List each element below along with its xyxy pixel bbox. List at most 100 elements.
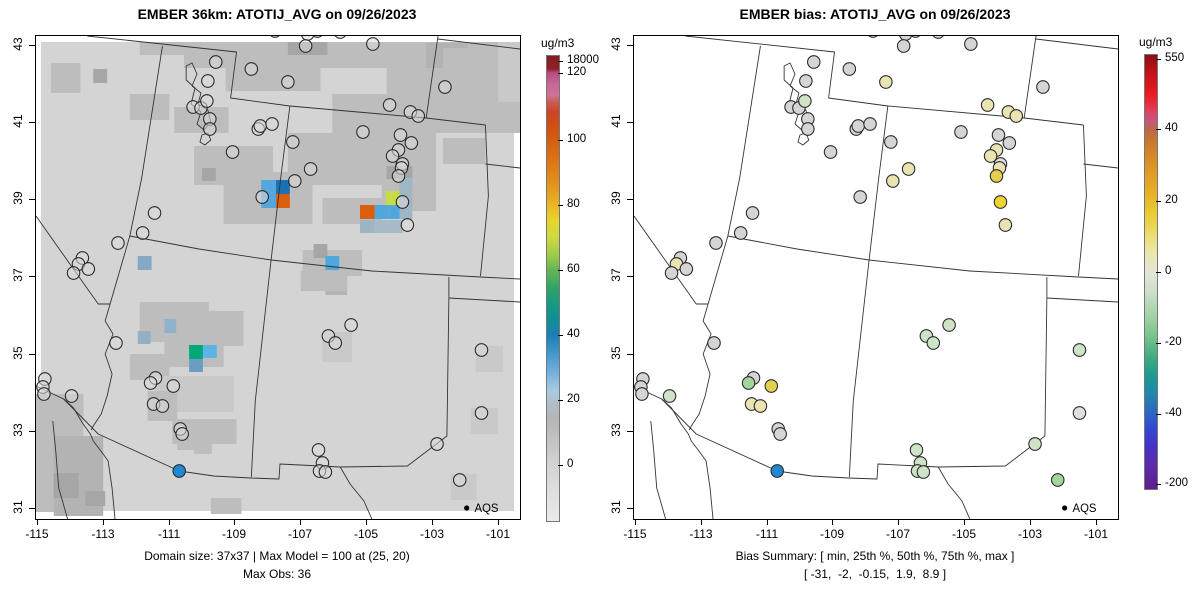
aqs-station-marker	[37, 387, 51, 401]
y-axis-tick	[29, 122, 35, 123]
model-colorbar-tick-label: 80	[567, 198, 580, 210]
x-axis-tick	[169, 519, 170, 525]
aqs-station-marker	[635, 387, 649, 401]
y-axis-tick	[627, 431, 633, 432]
y-axis-label: 39	[11, 191, 25, 205]
x-axis-label: -107	[885, 527, 911, 541]
model-map-title: EMBER 36km: ATOTIJ_AVG on 09/26/2023	[137, 6, 417, 22]
y-axis-label: 35	[609, 346, 623, 360]
aqs-station-marker	[1002, 136, 1017, 150]
x-axis-tick	[635, 519, 636, 525]
aqs-station-marker	[382, 98, 397, 112]
aqs-station-marker	[991, 128, 1006, 142]
aqs-station-marker	[385, 149, 400, 163]
bias-colorbar-tick-label: -40	[1165, 407, 1182, 419]
aqs-station-marker	[281, 75, 295, 89]
baja-gulf-coast-outline	[63, 398, 116, 519]
aqs-station-marker	[807, 55, 821, 69]
aqs-station-marker	[400, 218, 415, 232]
model-colorbar-tick-label: 20	[567, 393, 580, 405]
california-nevada-diagonal-outline	[36, 215, 111, 305]
aqs-station-marker	[303, 162, 318, 176]
y-axis-tick	[627, 276, 633, 277]
aqs-station-marker	[993, 195, 1008, 209]
aqs-station-marker	[391, 169, 406, 183]
model-colorbar-tick	[558, 61, 563, 62]
model-colorbar-tick	[558, 465, 563, 466]
model-colorbar-tick-label: 40	[567, 328, 580, 340]
idaho-utah-wyoming-line-outline	[87, 36, 486, 126]
y-axis-tick	[627, 199, 633, 200]
aqs-station-marker	[366, 37, 380, 51]
bias-colorbar-tick	[1156, 201, 1161, 202]
meridian-109-outline	[848, 105, 889, 478]
y-axis-label: 43	[11, 37, 25, 51]
y-axis-tick	[29, 199, 35, 200]
raster-gray-patch	[442, 138, 486, 164]
raster-gray-patch	[85, 491, 106, 506]
model-caption-line2: Max Obs: 36	[242, 567, 312, 581]
aqs-station-marker	[664, 266, 679, 280]
x-axis-label: -109	[819, 527, 845, 541]
aqs-legend-label: AQS	[475, 503, 499, 515]
x-axis-label: -115	[25, 527, 49, 541]
x-axis-label: -111	[157, 527, 181, 541]
raster-gray-patch	[129, 94, 170, 120]
aqs-station-marker	[801, 122, 815, 136]
aqs-legend-dot	[464, 505, 470, 511]
aqs-station-marker	[954, 125, 968, 139]
aqs-station-marker	[773, 427, 787, 441]
aqs-station-marker	[111, 236, 125, 250]
southdakota-line-outline	[1035, 38, 1118, 50]
aqs-station-marker	[798, 94, 812, 108]
aqs-station-marker	[452, 473, 467, 487]
raster-value-cell	[189, 359, 203, 372]
aqs-station-marker	[998, 218, 1013, 232]
colorado-east-border-outline	[1078, 124, 1087, 277]
x-axis-label: -113	[689, 527, 713, 541]
bias-colorbar-tick	[1156, 414, 1161, 415]
aqs-station-marker	[328, 336, 343, 350]
raster-value-cell	[359, 205, 375, 219]
raster-value-cell	[189, 345, 203, 359]
model-colorbar-tick-label: 120	[567, 66, 587, 78]
x-axis-tick	[234, 519, 235, 525]
aqs-station-marker	[344, 318, 358, 332]
aqs-station-marker	[474, 343, 489, 357]
colorado-river-outline	[688, 303, 712, 431]
aqs-station-marker	[200, 94, 214, 108]
raster-value-cell	[374, 220, 403, 233]
raster-gray-patch	[50, 63, 81, 93]
aqs-station-marker	[884, 135, 898, 149]
x-axis-tick	[432, 519, 433, 525]
baja-pacific-coast-outline	[52, 420, 69, 519]
x-axis-label: -103	[1017, 527, 1043, 541]
bias-colorbar-tick-label: 40	[1165, 122, 1178, 134]
model-colorbar-gradient	[546, 55, 560, 522]
raster-gray-patch	[225, 63, 321, 91]
baja-gulf-coast-outline	[661, 398, 714, 519]
aqs-station-marker	[270, 36, 280, 38]
x-axis-label: -101	[485, 527, 511, 541]
colorado-east-border-outline	[480, 124, 489, 277]
aqs-station-marker	[201, 74, 215, 88]
aqs-station-marker	[143, 376, 158, 390]
bias-colorbar-tick-label: 20	[1165, 194, 1178, 206]
raster-gray-patch	[442, 48, 499, 68]
model-colorbar-tick	[558, 400, 563, 401]
bias-colorbar-tick	[1156, 484, 1161, 485]
x-axis-label: -105	[951, 527, 977, 541]
aqs-station-marker	[255, 190, 269, 204]
bias-colorbar-unit-label: ug/m3	[1139, 35, 1173, 49]
nevada-utah-arizona-border-outline	[109, 45, 163, 305]
aqs-station-marker	[901, 162, 916, 176]
x-axis-label: -115	[623, 527, 647, 541]
aqs-station-marker	[964, 37, 978, 51]
y-axis-tick	[29, 276, 35, 277]
aqs-station-marker	[166, 379, 181, 393]
kansas-nebraska-lat40-outline	[485, 163, 520, 169]
raster-gray-patch	[201, 168, 216, 181]
kansas-nebraska-lat40-outline	[1083, 163, 1118, 169]
aqs-station-marker	[155, 399, 170, 413]
aqs-station-marker	[745, 206, 760, 220]
